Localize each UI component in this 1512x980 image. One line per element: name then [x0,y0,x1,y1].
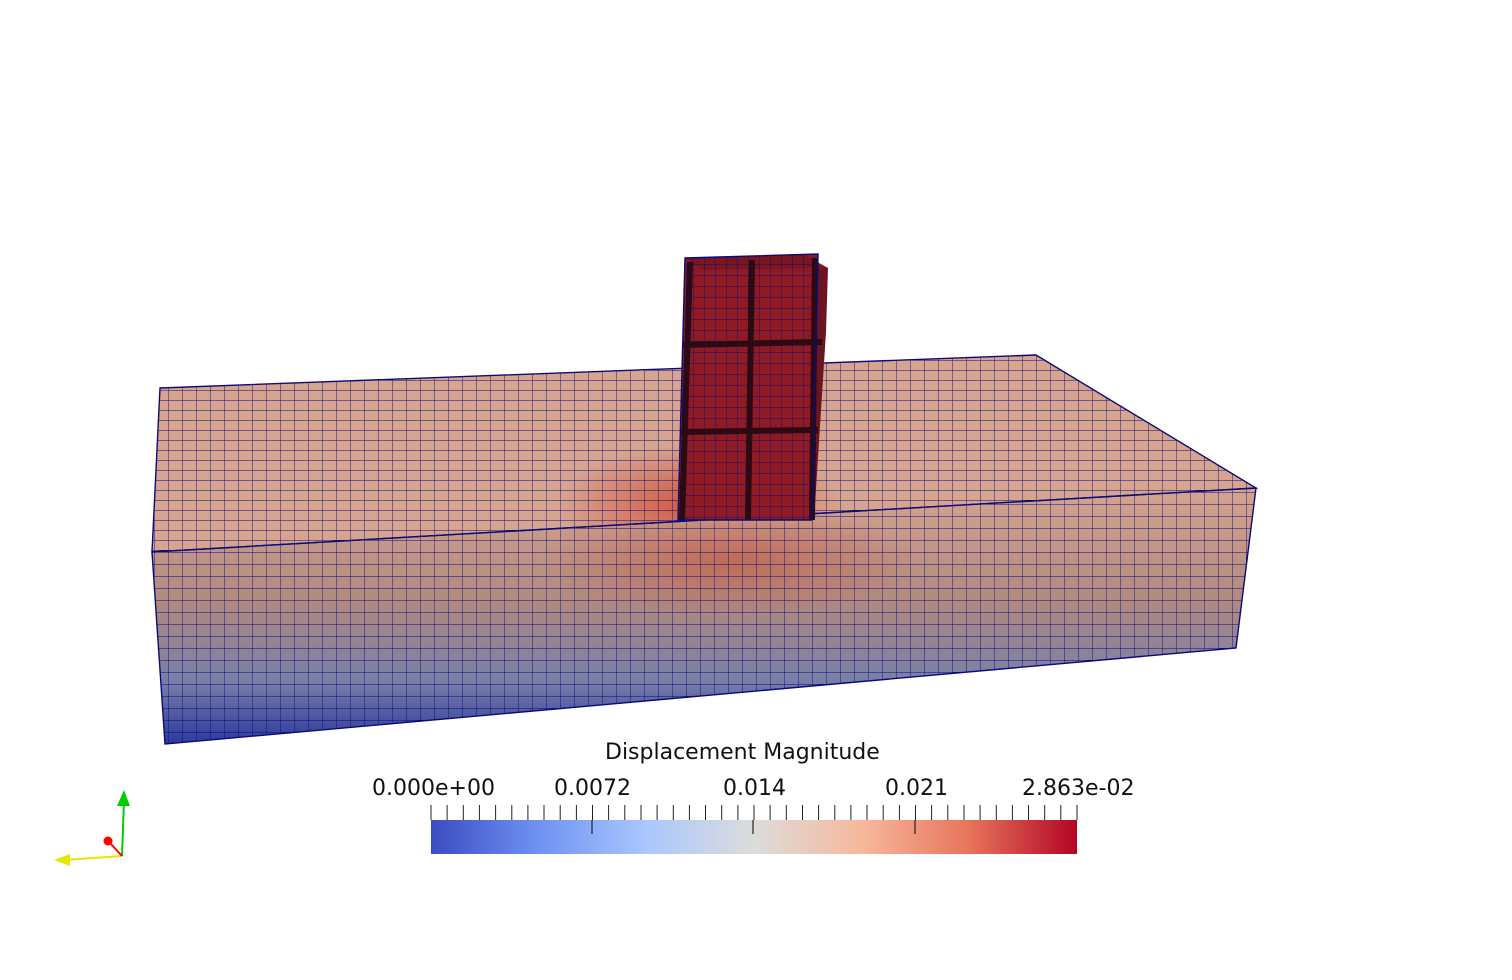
building-side-face [812,266,828,520]
z-axis-arrow-icon [54,854,70,866]
colorbar-max-label: 2.863e-02 [1022,776,1135,801]
orientation-axes[interactable] [54,790,130,866]
colorbar-min-label: 0.000e+00 [372,776,495,801]
z-axis-line [63,855,123,861]
colorbar-tick-label: 0.0072 [554,776,631,801]
colorbar-tick-label: 0.021 [885,776,948,801]
colorbar-minor-ticks [430,805,1078,820]
colorbar [430,805,1078,854]
x-axis-line [109,842,123,857]
colorbar-gradient [431,820,1077,854]
colorbar-title: Displacement Magnitude [605,740,880,765]
colorbar-major-ticks [591,820,916,834]
building-structure [677,253,828,521]
x-axis-tip-icon [103,836,113,846]
y-axis-line [121,799,125,857]
colorbar-tick-label: 0.014 [723,776,786,801]
y-axis-arrow-icon [117,790,130,806]
